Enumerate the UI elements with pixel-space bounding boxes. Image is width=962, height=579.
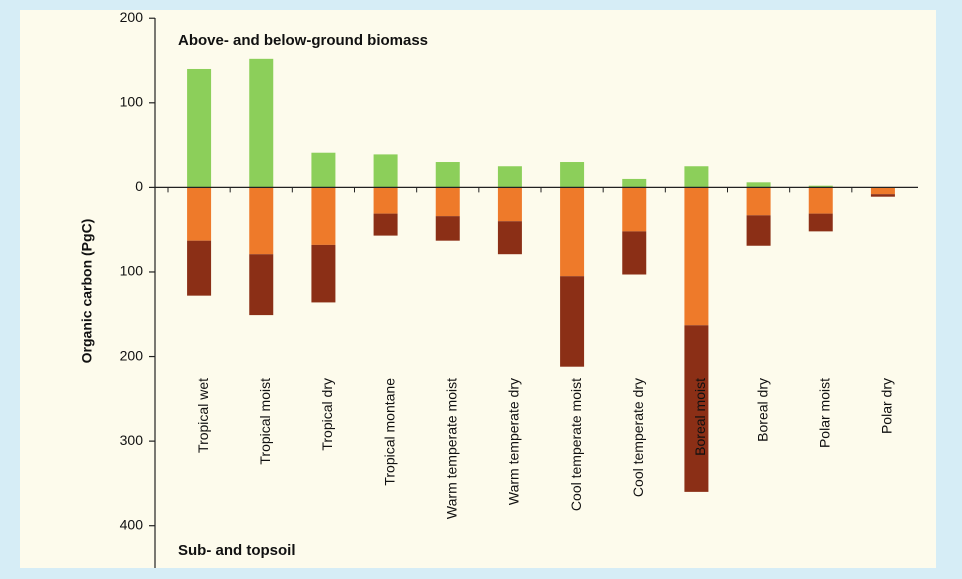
y-tick-label: 0 — [135, 178, 143, 194]
y-axis-title: Organic carbon (PgC) — [79, 219, 95, 364]
panel — [20, 10, 936, 568]
y-tick-label: 100 — [120, 263, 144, 279]
bar — [249, 58, 274, 188]
bar — [746, 215, 771, 246]
bar — [435, 187, 460, 217]
x-tick-label: Tropical montane — [381, 378, 397, 486]
x-tick-label: Polar dry — [879, 378, 895, 434]
x-tick-label: Tropical wet — [195, 378, 211, 453]
bar — [373, 154, 398, 188]
x-tick-label: Boreal moist — [692, 378, 708, 456]
bar — [249, 187, 274, 255]
bar — [684, 187, 709, 326]
x-tick-label: Polar moist — [816, 378, 832, 448]
bar — [684, 166, 709, 188]
x-tick-label: Warm temperate dry — [506, 378, 522, 505]
bar — [870, 187, 895, 195]
annotation: Above- and below-ground biomass — [178, 32, 428, 49]
y-tick-label: 300 — [120, 432, 144, 448]
x-tick-label: Boreal dry — [754, 378, 770, 442]
bar — [497, 166, 522, 188]
bar — [622, 178, 647, 188]
bar — [435, 216, 460, 241]
y-tick-label: 200 — [120, 347, 144, 363]
bar — [187, 68, 212, 188]
bar — [560, 187, 585, 277]
bar — [373, 187, 398, 214]
bar — [435, 162, 460, 188]
bar — [187, 240, 212, 296]
bar — [311, 187, 336, 245]
bar — [684, 325, 709, 492]
bar — [249, 254, 274, 316]
bar — [373, 213, 398, 236]
bar — [560, 276, 585, 367]
bar — [622, 231, 647, 275]
bar — [808, 213, 833, 232]
y-tick-label: 400 — [120, 516, 144, 532]
bar — [187, 187, 212, 241]
bar — [497, 187, 522, 222]
bar — [746, 187, 771, 216]
bar — [311, 152, 336, 188]
annotation: Sub- and topsoil — [178, 542, 296, 559]
y-tick-label: 100 — [120, 94, 144, 110]
x-tick-label: Cool temperate moist — [568, 378, 584, 511]
bar — [808, 187, 833, 214]
bar — [808, 185, 833, 188]
bar — [311, 244, 336, 303]
bar — [560, 162, 585, 188]
x-tick-label: Tropical dry — [319, 378, 335, 451]
bar — [622, 187, 647, 232]
bar — [746, 182, 771, 188]
y-tick-label: 200 — [120, 9, 144, 25]
bar — [870, 194, 895, 197]
x-tick-label: Tropical moist — [257, 378, 273, 465]
bar — [497, 221, 522, 255]
x-tick-label: Warm temperate moist — [443, 378, 459, 519]
x-tick-label: Cool temperate dry — [630, 378, 646, 497]
